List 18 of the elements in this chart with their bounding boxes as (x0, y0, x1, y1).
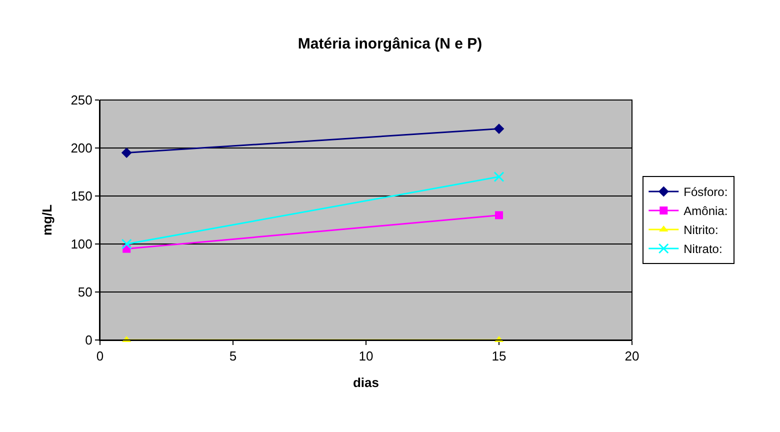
x-tick-label: 0 (96, 348, 104, 364)
x-tick-label: 5 (229, 348, 237, 364)
legend-label: Nitrato: (684, 242, 722, 256)
y-axis-title: mg/L (40, 204, 55, 236)
x-tick-label: 15 (492, 348, 506, 364)
x-tick-label: 10 (358, 348, 374, 364)
legend-label: Amônia: (684, 204, 728, 218)
y-tick-label: 150 (70, 188, 92, 204)
y-tick-label: 200 (70, 140, 92, 156)
x-tick-label: 20 (624, 348, 640, 364)
y-tick-label: 100 (70, 236, 92, 252)
chart-title: Matéria inorgânica (N e P) (298, 35, 482, 52)
x-axis-title: dias (352, 375, 380, 390)
y-tick-label: 0 (85, 332, 92, 348)
y-tick-label: 250 (70, 92, 92, 108)
legend-label: Fósforo: (684, 185, 728, 200)
y-tick-label: 50 (78, 284, 92, 300)
legend-label: Nitrito: (684, 223, 718, 238)
